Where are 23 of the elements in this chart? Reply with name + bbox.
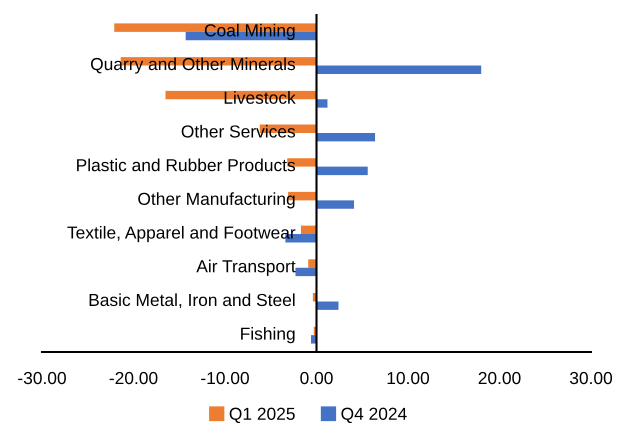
x-tick-label: 20.00 xyxy=(478,372,521,384)
bar xyxy=(316,200,354,209)
y-tick-label: Plastic and Rubber Products xyxy=(77,158,296,172)
bar xyxy=(316,66,482,74)
x-tick-label: 30.00 xyxy=(570,372,612,384)
legend-label: Q1 2025 xyxy=(230,408,295,424)
y-tick-label: Other Manufacturing xyxy=(138,192,295,208)
y-tick-label: Air Transport xyxy=(196,260,296,276)
bar xyxy=(295,268,316,276)
x-tick-label: 10.00 xyxy=(388,372,430,384)
x-tick-label: -30.00 xyxy=(18,372,66,384)
x-tick-label: 0.00 xyxy=(300,372,333,384)
legend-label: Q4 2024 xyxy=(341,408,407,424)
bar xyxy=(316,166,368,176)
y-tick-label: Textile, Apparel and Footwear xyxy=(67,226,296,242)
x-tick-label: -10.00 xyxy=(201,372,249,384)
bar xyxy=(316,301,338,310)
x-tick-label: -20.00 xyxy=(110,372,158,384)
bar xyxy=(316,132,376,142)
y-tick-label: Other Services xyxy=(182,124,296,138)
y-tick-label: Basic Metal, Iron and Steel xyxy=(90,293,295,308)
y-tick-label: Fishing xyxy=(241,327,295,344)
bar xyxy=(300,226,316,234)
